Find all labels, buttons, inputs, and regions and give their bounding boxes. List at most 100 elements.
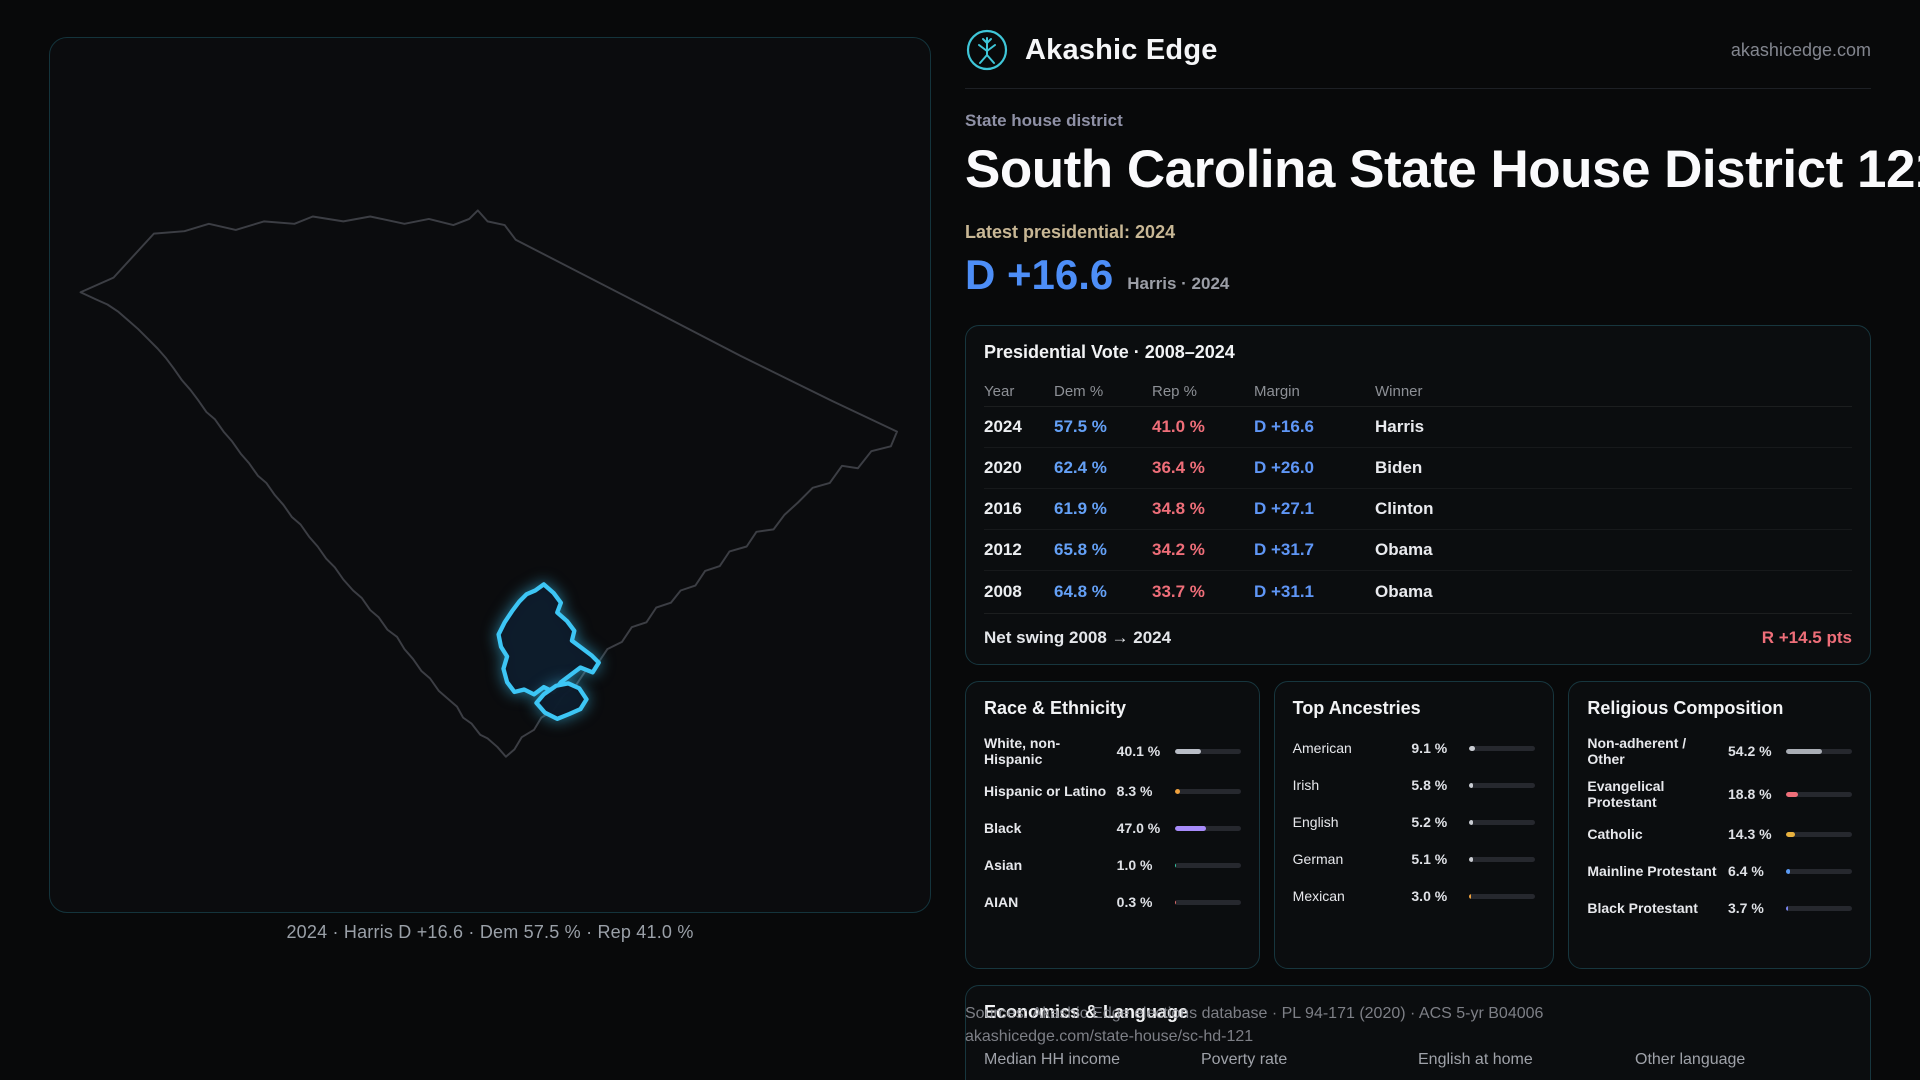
top-ancestries-card: Top Ancestries American 9.1 % Irish 5.8 …	[1273, 681, 1555, 969]
cell-year: 2020	[984, 458, 1022, 477]
bar-track	[1469, 782, 1536, 788]
economics-language-title: Economics & Language	[984, 1002, 1189, 1022]
cell-dem: 61.9 %	[1054, 499, 1107, 518]
bar-fill	[1174, 788, 1181, 794]
list-item: German 5.1 %	[1293, 846, 1536, 872]
stat-label: English at home	[1418, 1051, 1533, 1068]
south-carolina-outline	[79, 209, 898, 758]
cell-year: 2008	[984, 581, 1022, 601]
cell-rep: 34.8 %	[1152, 499, 1205, 518]
list-item: Evangelical Protestant 18.8 %	[1587, 778, 1852, 810]
presidential-table-header: Year Dem % Rep % Margin Winner	[984, 377, 1852, 407]
col-dem: Dem %	[1054, 383, 1104, 400]
stat-value: 9.1 %	[1411, 740, 1448, 756]
map-caption: 2024 · Harris D +16.6 · Dem 57.5 % · Rep…	[286, 922, 694, 942]
stat-label: Catholic	[1587, 826, 1643, 843]
bar-track	[1469, 745, 1536, 751]
stat-label: American	[1292, 739, 1352, 756]
stat-value: 6.4 %	[1728, 863, 1764, 880]
stat-value: 6.5 %	[1635, 1077, 1852, 1080]
stat-label: Black Protestant	[1587, 900, 1698, 917]
top-ancestries-title: Top Ancestries	[1292, 698, 1421, 718]
district-121-shape[interactable]	[496, 582, 601, 697]
district-type-kicker: State house district	[965, 111, 1123, 130]
bar-fill	[1174, 825, 1206, 831]
stat-value: 8.3 %	[1116, 783, 1153, 800]
cell-winner: Obama	[1375, 581, 1433, 601]
col-year: Year	[984, 383, 1015, 400]
table-row: 2008 64.8 % 33.7 % D +31.1 Obama	[984, 571, 1852, 612]
stat-label: AIAN	[984, 894, 1019, 911]
table-row: 2016 61.9 % 34.8 % D +27.1 Clinton	[984, 489, 1852, 530]
cell-year: 2012	[984, 540, 1022, 559]
stat-label: Hispanic or Latino	[984, 783, 1107, 800]
stat-value: 47.0 %	[1116, 820, 1161, 837]
list-item: Irish 5.8 %	[1293, 772, 1536, 798]
cell-winner: Clinton	[1375, 499, 1434, 518]
stat-label: Asian	[984, 857, 1023, 874]
cell-dem: 62.4 %	[1054, 458, 1107, 477]
app-header: Akashic Edge akashicedge.com	[965, 28, 1871, 89]
col-margin: Margin	[1254, 383, 1300, 400]
cell-margin: D +31.7	[1254, 540, 1315, 559]
list-item: Hispanic or Latino 8.3 %	[984, 778, 1241, 804]
list-item: Black Protestant 3.7 %	[1587, 895, 1852, 921]
religious-composition-title: Religious Composition	[1587, 698, 1784, 718]
sources-url-link[interactable]: akashicedge.com/state-house/sc-hd-121	[965, 1028, 1254, 1046]
list-item: White, non-Hispanic 40.1 %	[984, 735, 1241, 767]
bar-track	[1174, 788, 1241, 794]
bar-fill	[1786, 868, 1791, 874]
stat-value: 5.2 %	[1411, 814, 1448, 830]
economics-stats-row: Median HH income $56,933 Poverty rate 20…	[984, 1051, 1852, 1080]
stat-value: 14.3 %	[1728, 826, 1772, 843]
stat-label: Poverty rate	[1201, 1051, 1288, 1068]
economics-language-card: Economics & Language Median HH income $5…	[965, 985, 1871, 1080]
bar-track	[1174, 825, 1241, 831]
headline-margin-row: D +16.6 Harris · 2024	[965, 251, 1871, 299]
latest-presidential-label: Latest presidential: 2024	[965, 222, 1176, 242]
bar-track	[1786, 905, 1852, 911]
stat-value: 5.1 %	[1411, 851, 1448, 867]
stat-value: 3.0 %	[1411, 888, 1448, 904]
cell-winner: Harris	[1375, 417, 1425, 436]
list-item: AIAN 0.3 %	[984, 889, 1241, 915]
cell-rep: 33.7 %	[1152, 581, 1205, 601]
brand-domain-link[interactable]: akashicedge.com	[1730, 39, 1871, 60]
stat-label: German	[1292, 850, 1344, 867]
list-item: English 5.2 %	[1293, 809, 1536, 835]
table-row: 2020 62.4 % 36.4 % D +26.0 Biden	[984, 448, 1852, 489]
bar-track	[1469, 819, 1536, 825]
cell-winner: Obama	[1375, 540, 1433, 559]
page-title: South Carolina State House District 121	[965, 140, 1920, 199]
bar-track	[1469, 893, 1536, 899]
bar-fill	[1786, 748, 1822, 754]
district-121-shape-secondary[interactable]	[534, 681, 589, 721]
stat-label: White, non-Hispanic	[984, 735, 1061, 768]
stat-value: 40.1 %	[1116, 743, 1161, 760]
list-item: American 9.1 %	[1293, 735, 1536, 761]
state-map	[79, 209, 898, 758]
list-item: Mexican 3.0 %	[1293, 883, 1536, 909]
stat-english-at-home: English at home 93.5 %	[1418, 1051, 1635, 1080]
stat-label: Black	[984, 820, 1022, 837]
cell-dem: 57.5 %	[1054, 417, 1107, 436]
stat-other-language: Other language 6.5 %	[1635, 1051, 1852, 1080]
list-item: Black 47.0 %	[984, 815, 1241, 841]
stat-poverty-rate: Poverty rate 20.6 %	[1201, 1051, 1418, 1080]
bar-track	[1174, 862, 1241, 868]
bar-fill	[1786, 791, 1799, 797]
cell-winner: Biden	[1375, 458, 1423, 477]
net-swing-value: R +14.5 pts	[1761, 628, 1852, 647]
cell-dem: 64.8 %	[1054, 581, 1107, 601]
stat-label: English	[1292, 813, 1339, 830]
presidential-vote-card: Presidential Vote · 2008–2024 Year Dem %…	[965, 325, 1871, 665]
bar-fill	[1469, 819, 1473, 825]
religious-composition-card: Religious Composition Non-adherent / Oth…	[1568, 681, 1871, 969]
stat-value: 93.5 %	[1418, 1077, 1635, 1080]
stat-label: Median HH income	[984, 1051, 1121, 1068]
cell-year: 2016	[984, 499, 1022, 518]
content-column: Akashic Edge akashicedge.com State house…	[965, 28, 1920, 1080]
stat-value: 0.3 %	[1116, 894, 1153, 911]
bar-fill	[1469, 745, 1476, 751]
